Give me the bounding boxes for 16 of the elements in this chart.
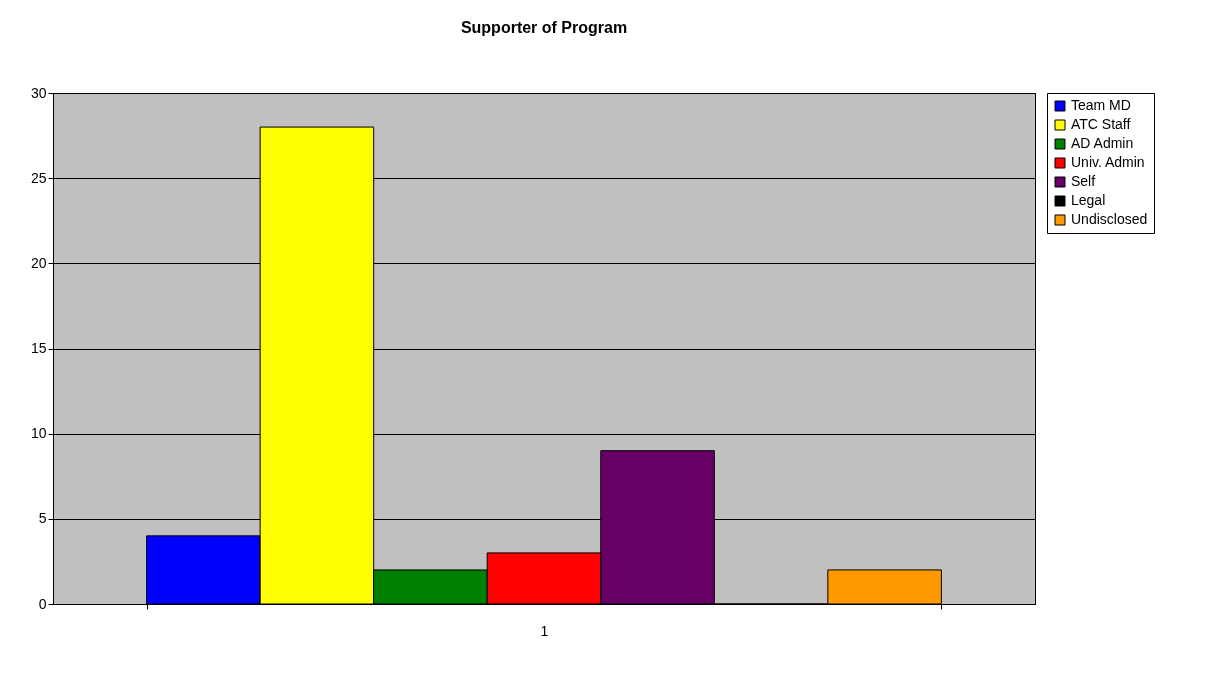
legend-label: Self [1071,173,1096,189]
y-tick-label: 25 [30,169,47,186]
y-tick-label: 30 [30,84,47,101]
y-tick-label: 5 [38,510,47,527]
legend-label: Legal [1071,192,1106,208]
legend-label: ATC Staff [1071,116,1131,132]
y-tick-label: 20 [30,254,47,271]
y-tick-label: 10 [30,425,47,442]
legend-label: Univ. Admin [1071,154,1145,170]
legend-label: AD Admin [1071,135,1134,151]
y-tick-label: 15 [30,340,47,356]
legend-label: Undisclosed [1071,211,1148,227]
legend-label: Team MD [1071,97,1131,113]
chart-title: Supporter of Program [460,19,628,36]
x-tick-label: 1 [540,622,549,639]
y-tick-label: 0 [38,595,47,612]
